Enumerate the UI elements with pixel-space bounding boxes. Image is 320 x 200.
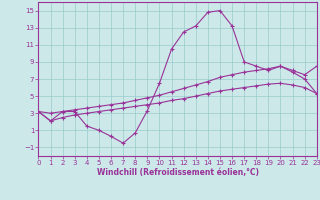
X-axis label: Windchill (Refroidissement éolien,°C): Windchill (Refroidissement éolien,°C) <box>97 168 259 177</box>
